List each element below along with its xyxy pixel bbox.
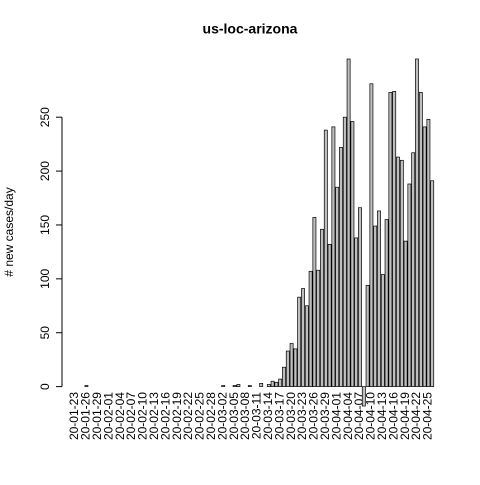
x-tick-label: 20-02-01 — [101, 392, 115, 440]
bar — [396, 156, 400, 387]
bar — [403, 240, 408, 387]
bar — [384, 219, 389, 387]
y-tick-label: 0 — [38, 383, 52, 390]
x-tick-label: 20-02-22 — [181, 392, 195, 440]
bar — [418, 92, 423, 387]
bar — [285, 350, 290, 387]
bar — [331, 126, 336, 387]
x-tick-label: 20-02-10 — [136, 392, 150, 440]
bar — [339, 147, 343, 387]
bar — [308, 270, 313, 387]
x-tick-label: 20-04-01 — [329, 392, 343, 440]
bar — [380, 274, 385, 387]
y-tick-label: 100 — [38, 269, 52, 289]
bar — [354, 237, 359, 387]
x-tick-label: 20-02-07 — [124, 392, 138, 440]
x-tick-label: 20-04-13 — [375, 392, 389, 440]
bar — [407, 183, 412, 387]
bar — [320, 228, 324, 387]
bar — [293, 348, 298, 387]
bar — [422, 126, 427, 387]
bar — [84, 385, 89, 387]
x-tick-label: 20-02-04 — [113, 392, 127, 440]
bar — [392, 90, 397, 387]
y-tick-label: 50 — [38, 326, 52, 340]
bar — [373, 225, 378, 387]
bar — [259, 383, 264, 387]
bar — [361, 386, 366, 407]
x-tick-label: 20-01-26 — [79, 392, 93, 440]
x-tick-label: 20-04-25 — [421, 392, 435, 440]
bar — [266, 384, 271, 387]
x-tick-label: 20-03-20 — [284, 392, 298, 440]
x-tick-label: 20-03-02 — [215, 392, 229, 440]
bar — [411, 152, 416, 387]
y-axis-label: # new cases/day — [2, 187, 16, 276]
x-tick-label: 20-01-23 — [67, 392, 81, 440]
bar — [323, 129, 328, 387]
x-tick-label: 20-03-14 — [261, 392, 275, 440]
x-tick-label: 20-04-10 — [364, 392, 378, 440]
bar — [304, 305, 309, 387]
y-tick-label: 200 — [38, 161, 52, 181]
bar — [342, 116, 347, 387]
bar — [399, 159, 404, 387]
bar — [365, 284, 370, 387]
bar — [247, 385, 252, 387]
x-tick-label: 20-02-19 — [170, 392, 184, 440]
x-tick-label: 20-03-23 — [295, 392, 309, 440]
x-tick-label: 20-02-13 — [147, 392, 161, 440]
x-tick-label: 20-03-29 — [318, 392, 332, 440]
bar — [335, 186, 340, 387]
x-tick-label: 20-04-16 — [386, 392, 400, 440]
bar — [415, 58, 419, 387]
bar — [301, 288, 305, 387]
bar — [388, 92, 393, 387]
x-tick-label: 20-04-22 — [409, 392, 423, 440]
x-tick-label: 20-03-05 — [227, 392, 241, 440]
x-tick-label: 20-03-08 — [238, 392, 252, 440]
x-tick-label: 20-03-11 — [250, 392, 264, 439]
bar — [270, 380, 275, 387]
y-tick-label: 250 — [38, 107, 52, 127]
x-tick-label: 20-03-26 — [307, 392, 321, 440]
bar — [327, 244, 332, 387]
bar — [426, 118, 431, 387]
x-tick-label: 20-03-17 — [272, 392, 286, 440]
bar — [232, 385, 237, 387]
bar — [236, 384, 241, 387]
bar — [430, 180, 435, 387]
x-tick-label: 20-02-25 — [193, 392, 207, 440]
x-tick-label: 20-02-16 — [158, 392, 172, 440]
chart-title: us-loc-arizona — [203, 21, 298, 37]
bar — [297, 296, 302, 387]
x-tick-label: 20-04-19 — [398, 392, 412, 440]
bar — [289, 343, 294, 387]
y-tick-label: 150 — [38, 215, 52, 235]
bar — [350, 121, 355, 387]
bar — [346, 58, 351, 387]
bar — [316, 269, 321, 387]
x-tick-label: 20-01-29 — [90, 392, 104, 440]
bar — [278, 378, 283, 387]
x-tick-label: 20-02-28 — [204, 392, 218, 440]
x-tick-label: 20-04-04 — [341, 392, 355, 440]
bar — [282, 366, 286, 387]
bar — [358, 207, 362, 387]
bar — [377, 210, 381, 387]
bar — [312, 217, 317, 387]
bar — [369, 83, 374, 387]
bar — [221, 385, 226, 387]
bar — [274, 381, 279, 387]
